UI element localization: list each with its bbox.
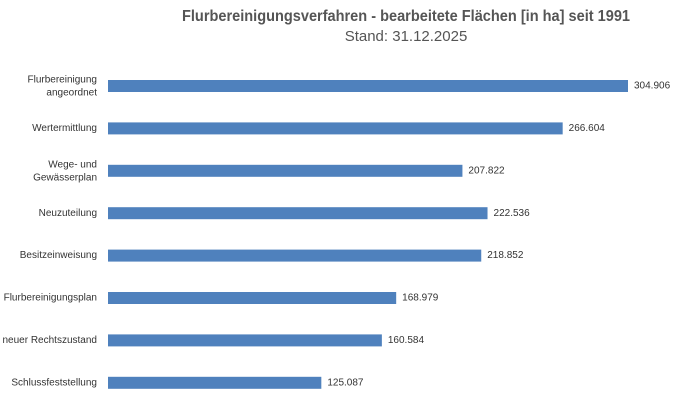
data-label: 125.087	[327, 377, 364, 388]
data-label: 222.536	[494, 208, 531, 219]
bar	[108, 249, 482, 262]
bar	[108, 207, 488, 220]
y-tick-label: Flurbereinigung angeordnet	[28, 74, 98, 98]
y-tick-label: Schlussfeststellung	[11, 377, 97, 388]
y-tick-label: Besitzeinweisung	[20, 250, 97, 261]
data-label: 168.979	[402, 293, 439, 304]
y-tick-label: Wertermittlung	[32, 123, 97, 134]
data-label: 218.852	[487, 250, 524, 261]
y-tick-label: Wege- und Gewässerplan	[33, 159, 97, 183]
y-tick-label: Flurbereinigungsplan	[4, 293, 97, 304]
bar	[108, 122, 563, 135]
y-tick-label: Neuzuteilung	[39, 208, 97, 219]
data-label: 207.822	[468, 165, 505, 176]
data-label: 160.584	[388, 335, 425, 346]
data-label: 304.906	[634, 81, 671, 92]
bar	[108, 164, 463, 177]
bar	[108, 376, 322, 389]
chart-title: Flurbereinigungsverfahren - bearbeitete …	[182, 8, 630, 25]
data-label: 266.604	[569, 123, 606, 134]
bar	[108, 334, 382, 347]
bar	[108, 292, 397, 304]
chart-subtitle: Stand: 31.12.2025	[345, 28, 468, 45]
y-tick-label: neuer Rechtszustand	[2, 335, 97, 346]
bar	[108, 80, 628, 92]
